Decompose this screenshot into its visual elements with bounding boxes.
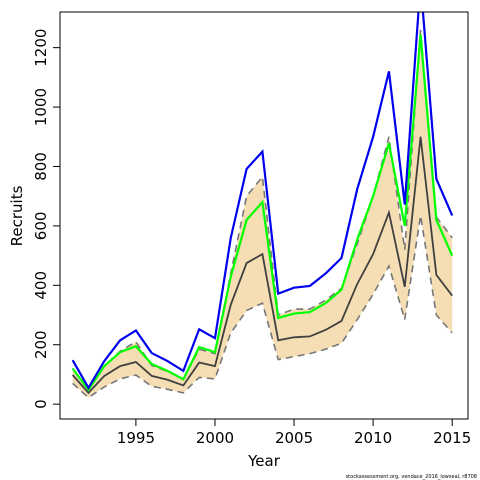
confidence-band: [72, 29, 453, 398]
series-line-outer-line: [71, 12, 454, 390]
y-axis: 0 200 400 600 800 1000 1200: [32, 29, 60, 409]
x-tick-label: 2005: [275, 429, 313, 447]
x-tick-label: 2010: [354, 429, 392, 447]
series-line-band-upper: [72, 29, 453, 392]
series-lines-layer: [71, 12, 454, 399]
y-tick-label: 800: [32, 152, 50, 181]
y-tick-label: 0: [32, 399, 50, 409]
y-tick-label: 200: [32, 330, 50, 359]
x-tick-label: 2000: [196, 429, 234, 447]
y-tick-label: 1000: [32, 88, 50, 126]
plot-frame: [59, 11, 469, 420]
x-axis-title: Year: [247, 452, 281, 470]
y-axis-title: Recruits: [8, 185, 26, 246]
series-line-upper-line: [71, 34, 454, 392]
x-tick-label: 1995: [117, 429, 155, 447]
series-line-band-lower: [72, 215, 453, 399]
y-tick-label: 600: [32, 212, 50, 241]
series-line-estimate: [71, 136, 453, 395]
y-tick-label: 400: [32, 271, 50, 300]
x-axis: 1995 2000 2005 2010 2015: [117, 419, 471, 447]
x-tick-label: 2015: [433, 429, 471, 447]
footnote: stockassessment.org, vendace_2016_lowsea…: [346, 474, 477, 480]
confidence-band-layer: [72, 29, 453, 398]
y-tick-label: 1200: [32, 29, 50, 67]
